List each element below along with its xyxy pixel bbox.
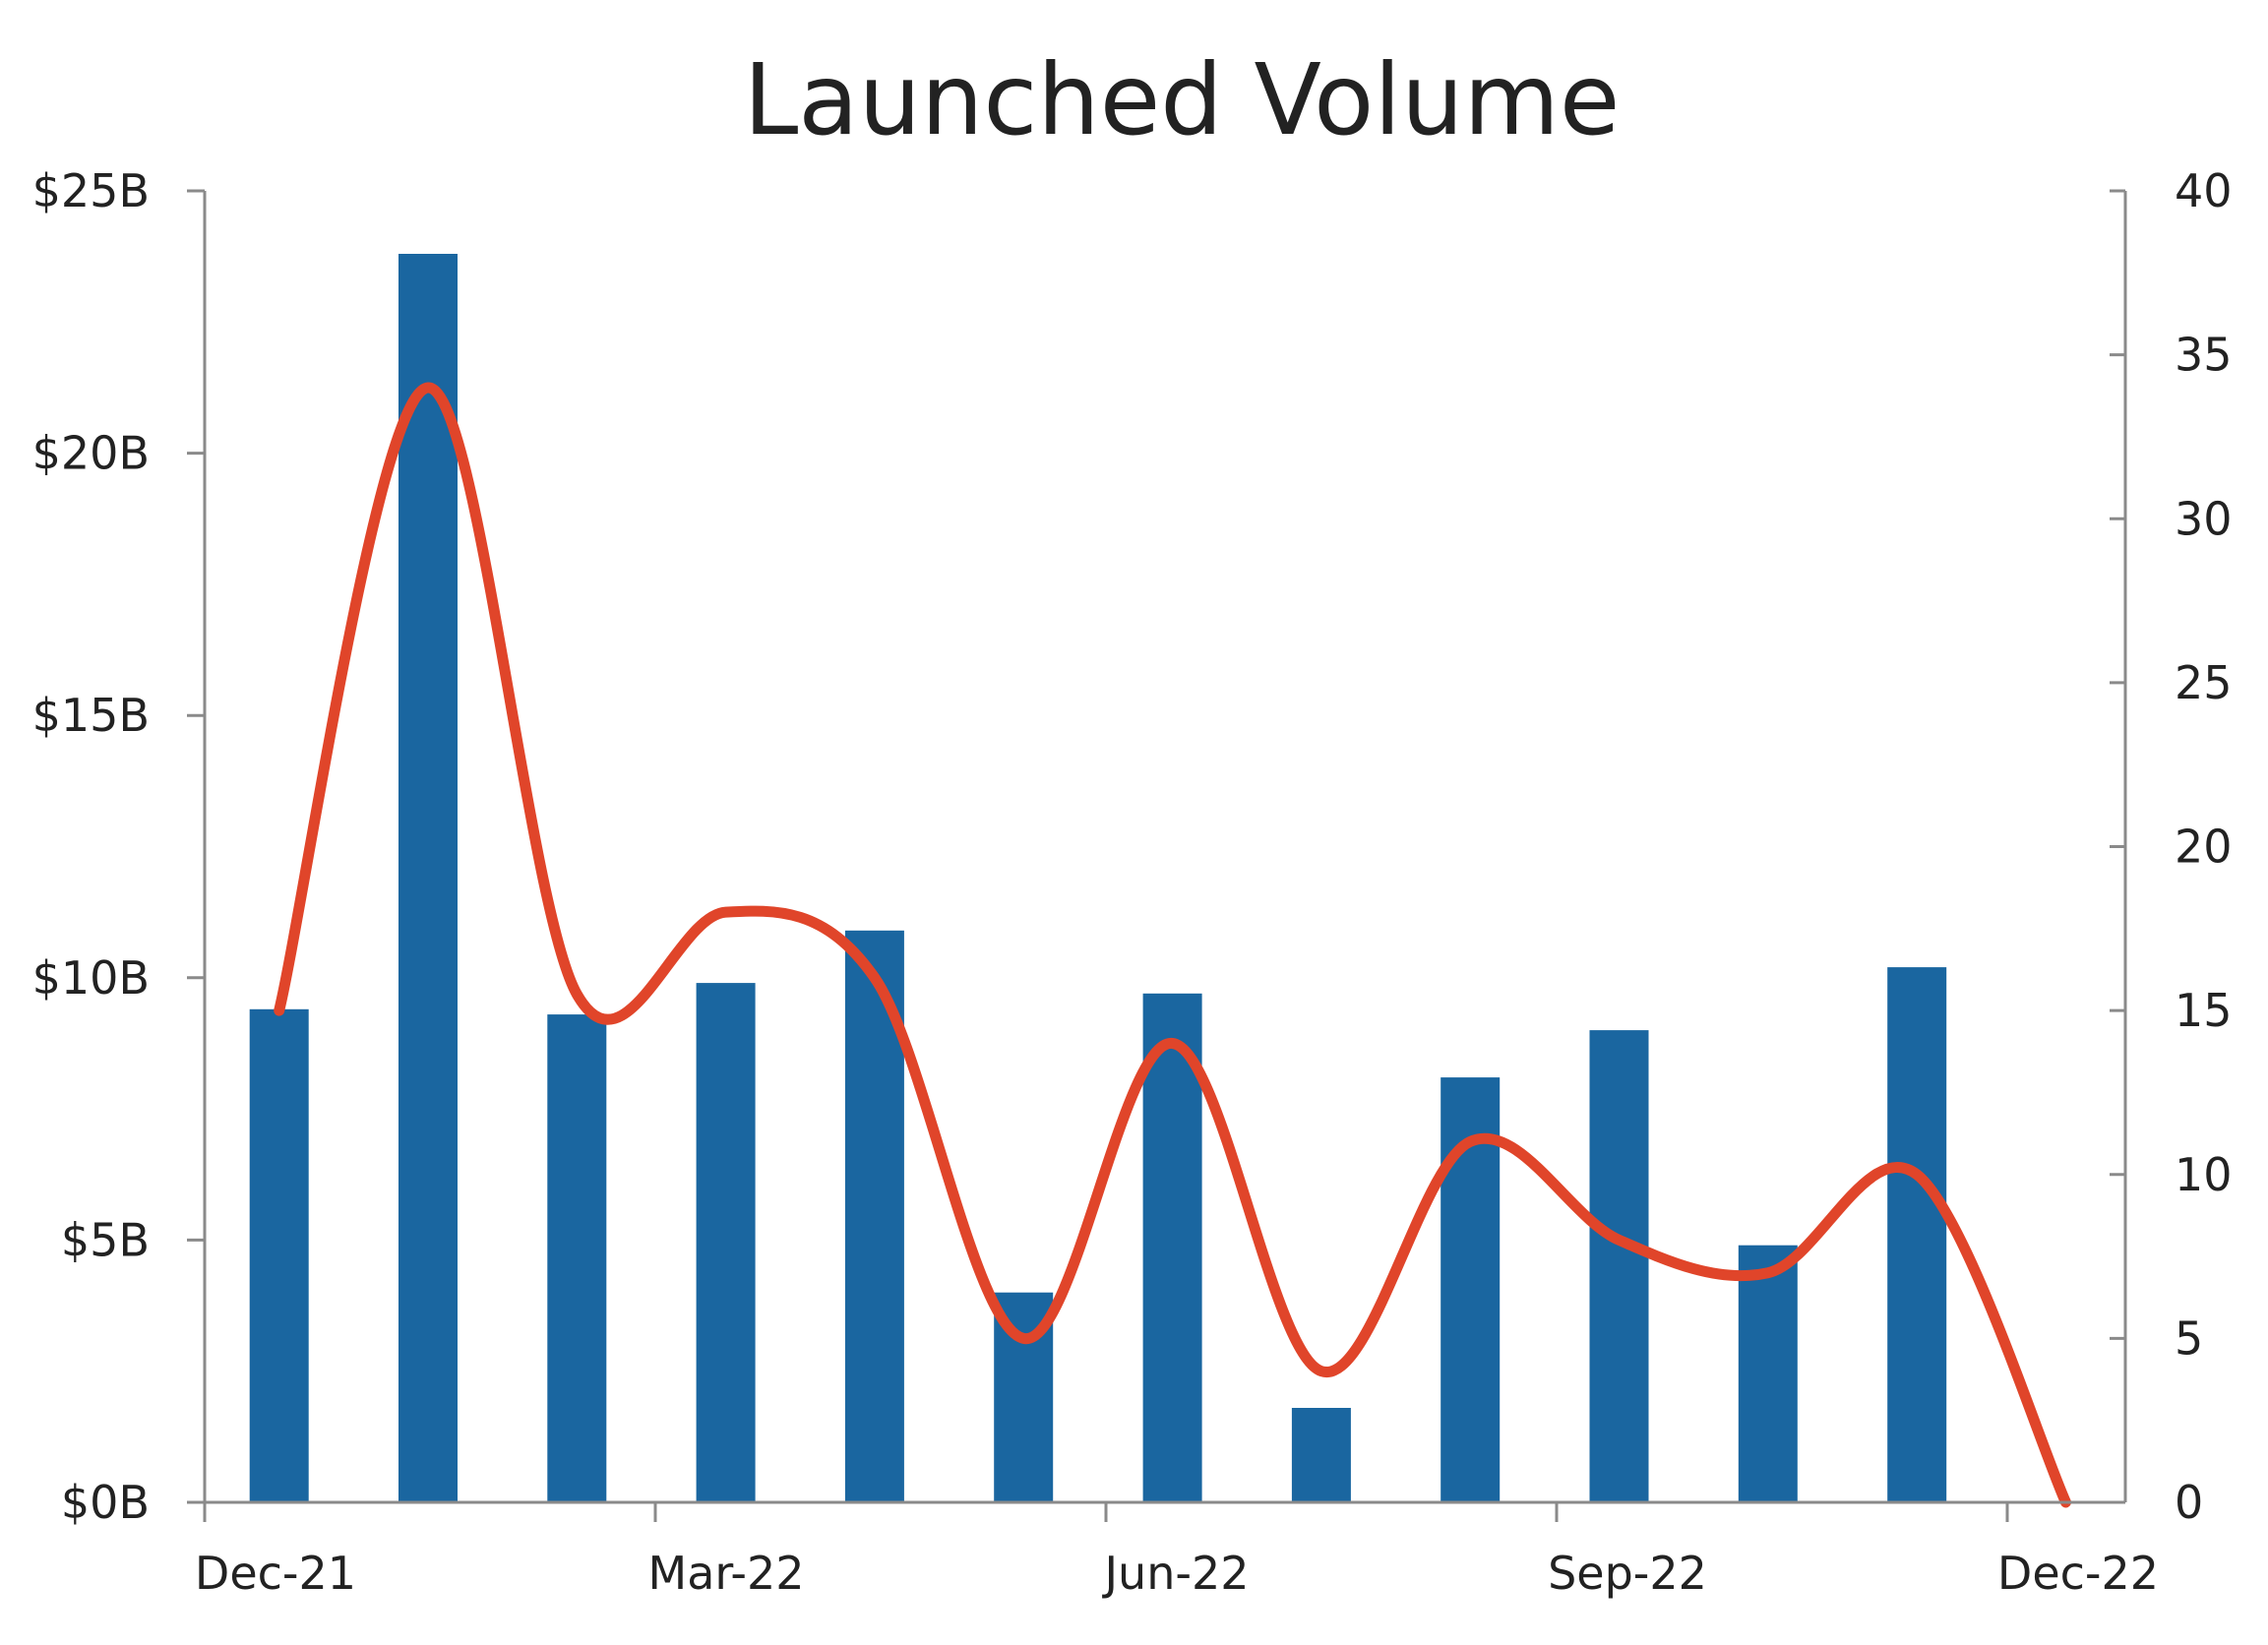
right-tick-label: 25 xyxy=(2175,656,2233,709)
right-tick-label: 0 xyxy=(2175,1476,2203,1529)
x-tick-label: Mar-22 xyxy=(648,1547,805,1600)
bar-jun-22 xyxy=(1142,993,1202,1502)
left-tick-label: $25B xyxy=(32,164,150,217)
bar-oct-22 xyxy=(1738,1245,1798,1502)
left-tick-label: $20B xyxy=(32,427,150,480)
right-tick-label: 30 xyxy=(2175,492,2233,545)
right-tick-label: 35 xyxy=(2175,329,2233,382)
right-tick-label: 10 xyxy=(2175,1148,2233,1201)
bar-series xyxy=(249,254,1947,1502)
x-tick-label: Jun-22 xyxy=(1101,1547,1249,1600)
right-tick-label: 20 xyxy=(2175,821,2233,874)
bar-jan-22 xyxy=(398,254,458,1502)
bar-nov-22 xyxy=(1887,967,1947,1502)
left-tick-label: $10B xyxy=(32,951,150,1005)
bar-mar-22 xyxy=(696,983,756,1502)
chart-title: Launched Volume xyxy=(744,42,1621,157)
bar-jul-22 xyxy=(1291,1408,1351,1502)
right-tick-label: 40 xyxy=(2175,164,2233,217)
left-tick-label: $0B xyxy=(61,1476,150,1529)
x-tick-label: Sep-22 xyxy=(1548,1547,1707,1600)
left-tick-label: $15B xyxy=(32,689,150,742)
bar-sep-22 xyxy=(1589,1030,1649,1502)
x-tick-label: Dec-22 xyxy=(1997,1547,2159,1600)
line-series xyxy=(274,382,2071,1508)
x-tick-label: Dec-21 xyxy=(195,1547,356,1600)
bar-aug-22 xyxy=(1440,1077,1501,1502)
right-tick-label: 5 xyxy=(2175,1311,2203,1365)
bar-dec-21 xyxy=(249,1008,309,1502)
count-line xyxy=(274,382,2071,1508)
axes: $0B $5B $10B $15B $20B $25B 0 5 10 15 20 25 30 35 40 De… xyxy=(32,164,2233,1600)
bar-feb-22 xyxy=(547,1014,607,1502)
right-tick-label: 15 xyxy=(2175,984,2233,1037)
left-tick-label: $5B xyxy=(61,1213,150,1266)
